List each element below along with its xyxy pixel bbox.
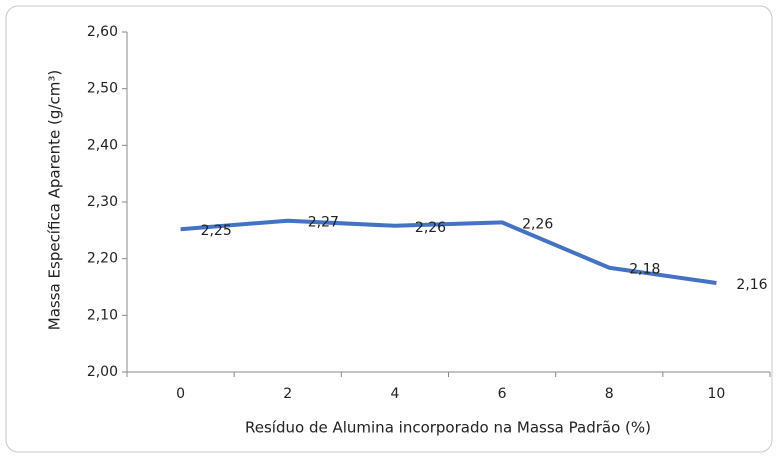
data-label: 2,27 bbox=[308, 215, 339, 231]
y-tick-label: 2,50 bbox=[87, 81, 118, 97]
x-tick-label: 0 bbox=[176, 386, 185, 402]
y-tick-label: 2,30 bbox=[87, 194, 118, 210]
chart-frame bbox=[5, 5, 773, 453]
y-tick-label: 2,60 bbox=[87, 24, 118, 40]
x-tick-label: 10 bbox=[708, 386, 726, 402]
data-label: 2,16 bbox=[736, 277, 767, 293]
data-label: 2,26 bbox=[415, 220, 446, 236]
y-tick-label: 2,20 bbox=[87, 251, 118, 267]
data-label: 2,25 bbox=[201, 223, 232, 239]
x-tick-label: 2 bbox=[283, 386, 292, 402]
y-tick-label: 2,10 bbox=[87, 307, 118, 323]
x-axis-title: Resíduo de Alumina incorporado na Massa … bbox=[245, 419, 651, 437]
data-label: 2,26 bbox=[522, 216, 553, 232]
data-line bbox=[180, 218, 717, 286]
y-tick-label: 2,40 bbox=[87, 137, 118, 153]
y-axis-title: Massa Específica Aparente (g/cm³) bbox=[46, 70, 64, 330]
data-label: 2,18 bbox=[629, 262, 660, 278]
y-tick-label: 2,00 bbox=[87, 364, 118, 380]
x-tick-label: 6 bbox=[498, 386, 507, 402]
x-tick-label: 8 bbox=[605, 386, 614, 402]
x-tick-label: 4 bbox=[390, 386, 399, 402]
